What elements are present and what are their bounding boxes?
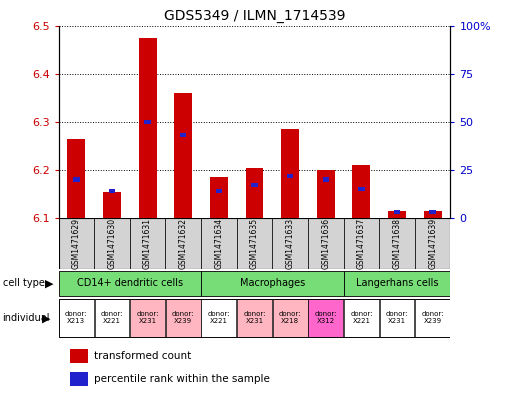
Text: Langerhans cells: Langerhans cells	[356, 278, 438, 288]
Text: donor:
X239: donor: X239	[172, 311, 194, 324]
Bar	[103, 192, 121, 218]
Bar	[201, 218, 237, 269]
Text: donor:
X221: donor: X221	[208, 311, 230, 324]
Text: GSM1471634: GSM1471634	[214, 218, 223, 269]
Text: donor:
X312: donor: X312	[315, 311, 337, 324]
Bar	[415, 299, 450, 337]
Bar	[344, 218, 379, 269]
Bar	[394, 210, 400, 215]
Bar	[380, 299, 414, 337]
Text: donor:
X221: donor: X221	[101, 311, 123, 324]
Text: GSM1471639: GSM1471639	[428, 218, 437, 269]
Bar	[130, 299, 165, 337]
Text: GSM1471632: GSM1471632	[179, 218, 188, 269]
Bar	[308, 218, 344, 269]
Text: ▶: ▶	[42, 313, 50, 323]
Text: GSM1471638: GSM1471638	[392, 218, 402, 269]
Text: donor:
X218: donor: X218	[279, 311, 301, 324]
Bar	[67, 139, 85, 218]
Text: GSM1471635: GSM1471635	[250, 218, 259, 269]
Bar	[287, 174, 293, 178]
Bar	[145, 120, 151, 124]
Bar	[165, 218, 201, 269]
Bar	[95, 299, 129, 337]
Text: GSM1471633: GSM1471633	[286, 218, 295, 269]
Bar	[308, 299, 343, 337]
Bar	[59, 218, 94, 269]
Text: donor:
X213: donor: X213	[65, 311, 88, 324]
Text: donor:
X231: donor: X231	[243, 311, 266, 324]
Bar	[245, 167, 264, 218]
Text: donor:
X221: donor: X221	[350, 311, 373, 324]
Text: GSM1471636: GSM1471636	[321, 218, 330, 269]
Bar	[317, 170, 334, 218]
Bar	[344, 270, 450, 296]
Bar	[73, 178, 79, 182]
Bar	[94, 218, 130, 269]
Bar	[70, 349, 88, 364]
Text: individual: individual	[3, 313, 50, 323]
Bar	[216, 189, 222, 193]
Bar	[130, 218, 165, 269]
Bar	[423, 211, 441, 218]
Bar	[358, 187, 364, 191]
Bar	[180, 133, 186, 138]
Text: donor:
X231: donor: X231	[386, 311, 408, 324]
Bar	[166, 299, 201, 337]
Text: ▶: ▶	[45, 278, 53, 288]
Bar	[70, 372, 88, 386]
Text: transformed count: transformed count	[94, 351, 191, 361]
Bar	[281, 129, 299, 218]
Text: GSM1471629: GSM1471629	[72, 218, 81, 269]
Text: GSM1471637: GSM1471637	[357, 218, 366, 269]
Text: percentile rank within the sample: percentile rank within the sample	[94, 374, 270, 384]
Bar	[323, 178, 329, 182]
Bar	[272, 218, 308, 269]
Bar	[237, 299, 272, 337]
Bar	[430, 210, 436, 215]
Bar	[59, 270, 201, 296]
Bar	[210, 177, 228, 218]
Bar	[202, 299, 236, 337]
Bar	[352, 165, 370, 218]
Bar	[59, 299, 94, 337]
Title: GDS5349 / ILMN_1714539: GDS5349 / ILMN_1714539	[164, 9, 345, 23]
Text: GSM1471631: GSM1471631	[143, 218, 152, 269]
Bar	[379, 218, 415, 269]
Text: donor:
X239: donor: X239	[421, 311, 444, 324]
Bar	[388, 211, 406, 218]
Bar	[251, 183, 258, 187]
Bar	[174, 93, 192, 218]
Bar	[201, 270, 344, 296]
Bar	[273, 299, 307, 337]
Bar	[344, 299, 379, 337]
Text: GSM1471630: GSM1471630	[107, 218, 117, 269]
Bar	[237, 218, 272, 269]
Bar	[415, 218, 450, 269]
Text: cell type: cell type	[3, 278, 44, 288]
Bar	[138, 38, 156, 218]
Text: CD14+ dendritic cells: CD14+ dendritic cells	[77, 278, 183, 288]
Text: Macrophages: Macrophages	[240, 278, 305, 288]
Text: donor:
X231: donor: X231	[136, 311, 159, 324]
Bar	[109, 189, 115, 193]
